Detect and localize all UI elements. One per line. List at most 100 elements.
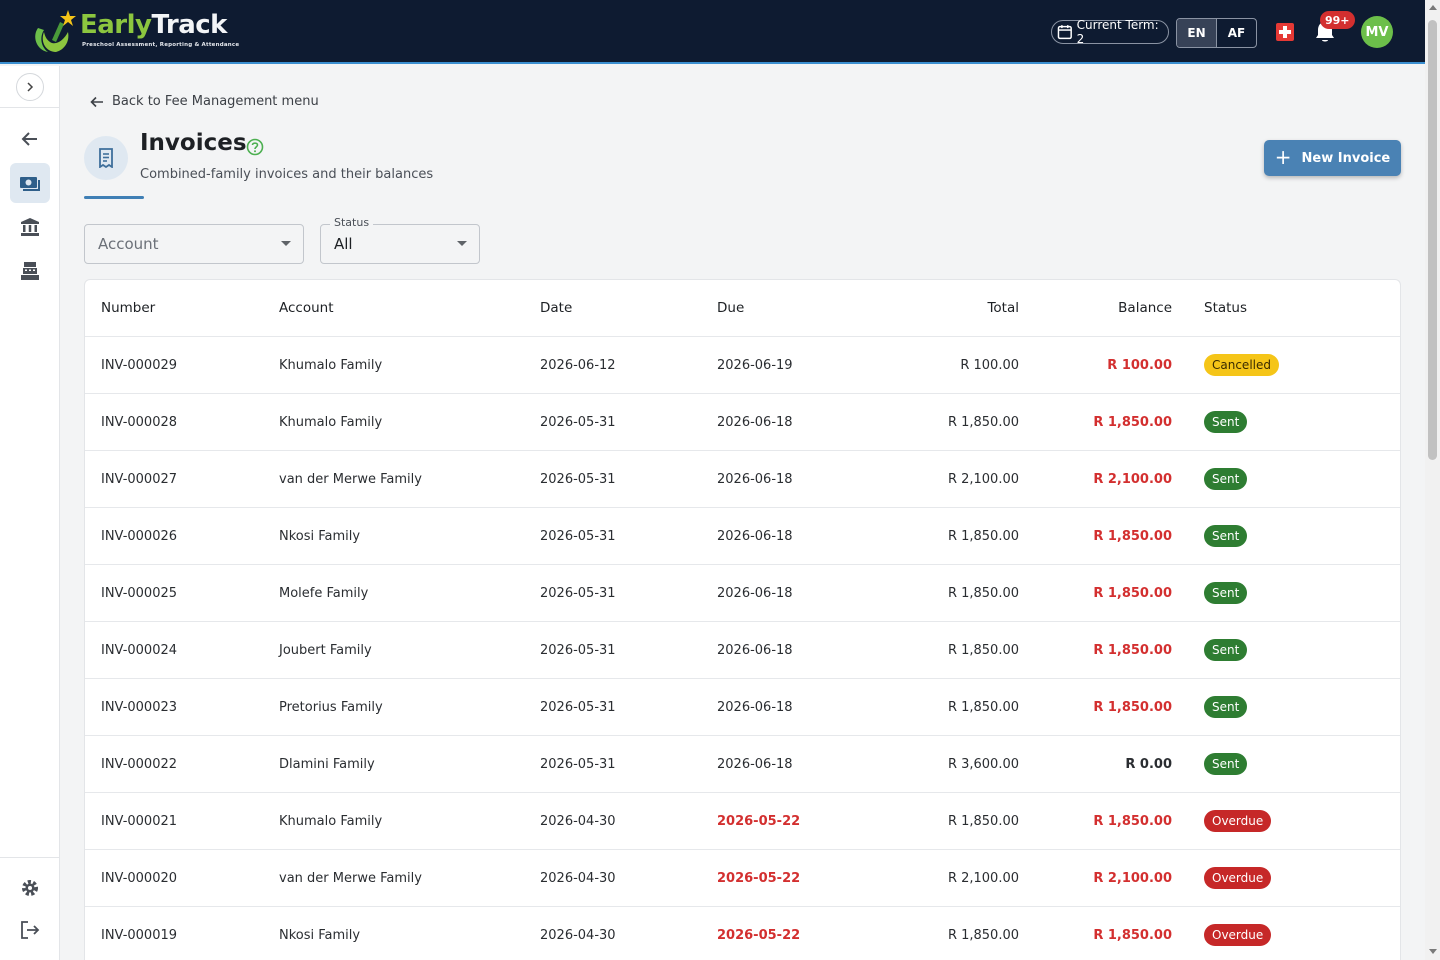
sidebar-item-settings[interactable]: [10, 868, 50, 908]
new-invoice-button[interactable]: + New Invoice: [1264, 140, 1401, 176]
invoice-date: 2026-05-31: [540, 756, 616, 772]
table-row[interactable]: INV-000026 Nkosi Family 2026-05-31 2026-06-…: [85, 508, 1400, 565]
column-header-number[interactable]: Number: [101, 300, 156, 316]
invoice-due-date: 2026-06-18: [717, 471, 793, 487]
gear-icon: [22, 880, 38, 896]
invoice-number: INV-000023: [101, 699, 178, 715]
logo-mark-icon: [30, 6, 78, 56]
invoice-status-cell: Sent: [1204, 679, 1248, 735]
arrow-left-icon: [90, 96, 103, 107]
invoice-total: R 1,850.00: [947, 642, 1019, 658]
table-row[interactable]: INV-000024 Joubert Family 2026-05-31 2026-0…: [85, 622, 1400, 679]
status-badge: Sent: [1204, 468, 1248, 490]
invoice-status-cell: Overdue: [1204, 907, 1272, 960]
invoice-balance: R 0.00: [1125, 756, 1172, 772]
sidebar-expand-button[interactable]: [16, 73, 44, 101]
invoice-status-cell: Sent: [1204, 508, 1248, 564]
sidebar-item-logout[interactable]: [10, 910, 50, 950]
invoice-total: R 1,850.00: [947, 927, 1019, 943]
table-row[interactable]: INV-000029 Khumalo Family 2026-06-12 2026-0…: [85, 337, 1400, 394]
logout-icon: [21, 921, 40, 939]
invoice-status-cell: Overdue: [1204, 793, 1272, 849]
invoice-account: Joubert Family: [279, 642, 372, 658]
invoice-balance: R 2,100.00: [1093, 471, 1172, 487]
title-underline: [84, 196, 144, 199]
invoice-date: 2026-06-12: [540, 357, 616, 373]
invoice-status-cell: Sent: [1204, 622, 1248, 678]
logo-title: EarlyTrack: [80, 10, 227, 40]
language-toggle: EN AF: [1176, 18, 1257, 48]
plus-icon: +: [1274, 145, 1292, 169]
status-badge: Cancelled: [1204, 354, 1279, 376]
account-select[interactable]: Account: [84, 224, 304, 264]
notification-count-badge: 99+: [1320, 11, 1355, 29]
invoice-status-cell: Cancelled: [1204, 337, 1279, 393]
invoice-date: 2026-04-30: [540, 813, 616, 829]
status-select[interactable]: Status All: [320, 216, 480, 264]
page-title: Invoices: [140, 130, 247, 156]
table-row[interactable]: INV-000025 Molefe Family 2026-05-31 2026-06…: [85, 565, 1400, 622]
invoice-date: 2026-05-31: [540, 528, 616, 544]
lang-af-button[interactable]: AF: [1227, 26, 1246, 40]
back-to-fee-management-link[interactable]: Back to Fee Management menu: [90, 94, 319, 109]
table-row[interactable]: INV-000021 Khumalo Family 2026-04-30 2026-0…: [85, 793, 1400, 850]
status-badge: Sent: [1204, 525, 1248, 547]
page-scrollbar[interactable]: [1425, 0, 1440, 960]
table-row[interactable]: INV-000027 van der Merwe Family 2026-05-31…: [85, 451, 1400, 508]
table-row[interactable]: INV-000022 Dlamini Family 2026-05-31 2026-0…: [85, 736, 1400, 793]
lang-en-button[interactable]: EN: [1177, 19, 1217, 47]
bank-icon: [21, 218, 39, 236]
invoice-cash-icon: [20, 177, 40, 191]
invoice-status-cell: Sent: [1204, 451, 1248, 507]
column-header-date[interactable]: Date: [540, 300, 573, 316]
invoice-number: INV-000022: [101, 756, 178, 772]
invoice-balance: R 2,100.00: [1093, 870, 1172, 886]
invoice-account: Khumalo Family: [279, 813, 383, 829]
app-logo[interactable]: EarlyTrack Preschool Assessment, Reporti…: [30, 6, 239, 58]
table-row[interactable]: INV-000020 van der Merwe Family 2026-04-30…: [85, 850, 1400, 907]
invoice-number: INV-000024: [101, 642, 178, 658]
status-badge: Sent: [1204, 696, 1248, 718]
invoice-total: R 2,100.00: [947, 870, 1019, 886]
table-row[interactable]: INV-000028 Khumalo Family 2026-05-31 2026-0…: [85, 394, 1400, 451]
invoice-date: 2026-05-31: [540, 471, 616, 487]
sidebar-divider: [0, 107, 60, 108]
scroll-thumb[interactable]: [1428, 20, 1437, 460]
invoice-account: Dlamini Family: [279, 756, 375, 772]
invoice-account: Khumalo Family: [279, 357, 383, 373]
current-term-chip[interactable]: Current Term: 2: [1051, 18, 1169, 46]
column-header-total[interactable]: Total: [987, 300, 1019, 316]
page-subtitle: Combined-family invoices and their balan…: [140, 167, 434, 182]
sidebar-item-back[interactable]: [10, 119, 50, 159]
cash-register-icon: [21, 262, 39, 280]
invoice-total: R 3,600.00: [947, 756, 1019, 772]
column-header-balance[interactable]: Balance: [1118, 300, 1172, 316]
invoice-status-cell: Sent: [1204, 565, 1248, 621]
column-header-account[interactable]: Account: [279, 300, 334, 316]
invoice-balance: R 1,850.00: [1093, 813, 1172, 829]
invoice-due-date: 2026-06-18: [717, 756, 793, 772]
sidebar-item-invoices[interactable]: [10, 163, 50, 203]
invoice-status-cell: Sent: [1204, 736, 1248, 792]
table-row[interactable]: INV-000023 Pretorius Family 2026-05-31 2026…: [85, 679, 1400, 736]
first-aid-icon[interactable]: [1275, 22, 1295, 42]
scroll-up-icon[interactable]: [1429, 5, 1437, 10]
invoice-total: R 1,850.00: [947, 699, 1019, 715]
current-term-label: Current Term: 2: [1076, 18, 1159, 46]
column-header-due[interactable]: Due: [717, 300, 745, 316]
help-icon[interactable]: [246, 138, 264, 156]
sidebar-item-cash-register[interactable]: [10, 251, 50, 291]
column-header-status[interactable]: Status: [1204, 300, 1248, 316]
logo-subtitle: Preschool Assessment, Reporting & Attend…: [82, 42, 240, 48]
invoice-number: INV-000028: [101, 414, 178, 430]
user-avatar[interactable]: MV: [1361, 16, 1393, 48]
sidebar-item-bank[interactable]: [10, 207, 50, 247]
table-row[interactable]: INV-000019 Nkosi Family 2026-04-30 2026-05-…: [85, 907, 1400, 960]
scroll-down-icon[interactable]: [1429, 949, 1437, 954]
invoice-due-date: 2026-05-22: [717, 813, 801, 829]
arrow-left-icon: [21, 132, 37, 146]
invoice-due-date: 2026-06-18: [717, 528, 793, 544]
invoice-date: 2026-05-31: [540, 699, 616, 715]
top-bar: EarlyTrack Preschool Assessment, Reporti…: [0, 0, 1425, 64]
status-select-value: All: [334, 235, 353, 253]
